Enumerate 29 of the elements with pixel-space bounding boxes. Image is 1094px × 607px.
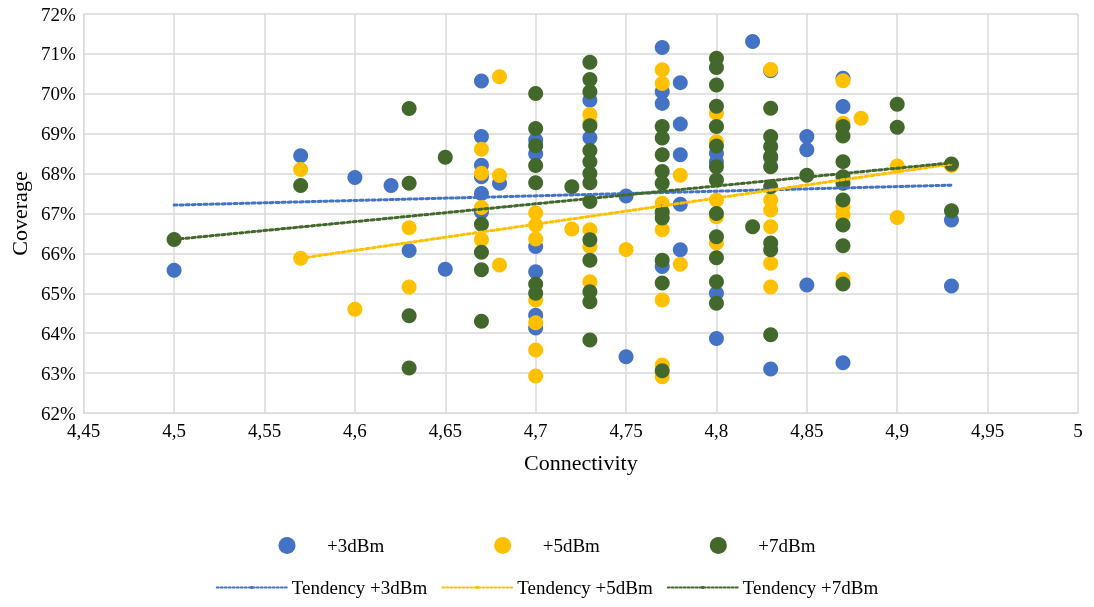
x-tick-label: 4,6 <box>343 420 367 441</box>
y-tick-label: 67% <box>40 203 76 224</box>
x-tick-label: 4,8 <box>704 420 729 441</box>
legend-label: Tendency +7dBm <box>742 577 879 598</box>
x-tick-label: 4,95 <box>970 420 1005 441</box>
legend-label: Tendency +5dBm <box>517 577 653 598</box>
y-tick-label: 63% <box>40 362 76 384</box>
y-tick-label: 71% <box>40 43 76 65</box>
y-tick-label: 70% <box>40 83 76 105</box>
x-tick-label: 5 <box>1073 420 1083 441</box>
x-tick-label: 4,85 <box>790 420 824 441</box>
x-tick-label: 4,55 <box>247 420 282 441</box>
legend-label: +5dBm <box>542 535 601 556</box>
y-tick-label: 64% <box>40 322 76 344</box>
x-tick-label: 4,9 <box>885 420 910 441</box>
y-tick-label: 69% <box>40 123 76 145</box>
x-tick-label: 4,7 <box>523 420 548 441</box>
legend-label: +7dBm <box>758 535 816 556</box>
y-tick-label: 65% <box>40 282 76 304</box>
x-tick-label: 4,75 <box>609 420 643 441</box>
x-axis-title: Connectivity <box>524 449 638 475</box>
y-tick-label: 66% <box>40 242 76 264</box>
y-tick-label: 68% <box>40 163 76 185</box>
legend-label: Tendency +3dBm <box>291 577 428 598</box>
y-tick-label: 72% <box>40 3 76 25</box>
x-tick-label: 4,65 <box>428 420 462 441</box>
x-tick-label: 4,5 <box>162 420 186 441</box>
y-axis-title: Coverage <box>6 171 32 256</box>
legend-label: +3dBm <box>327 535 385 556</box>
